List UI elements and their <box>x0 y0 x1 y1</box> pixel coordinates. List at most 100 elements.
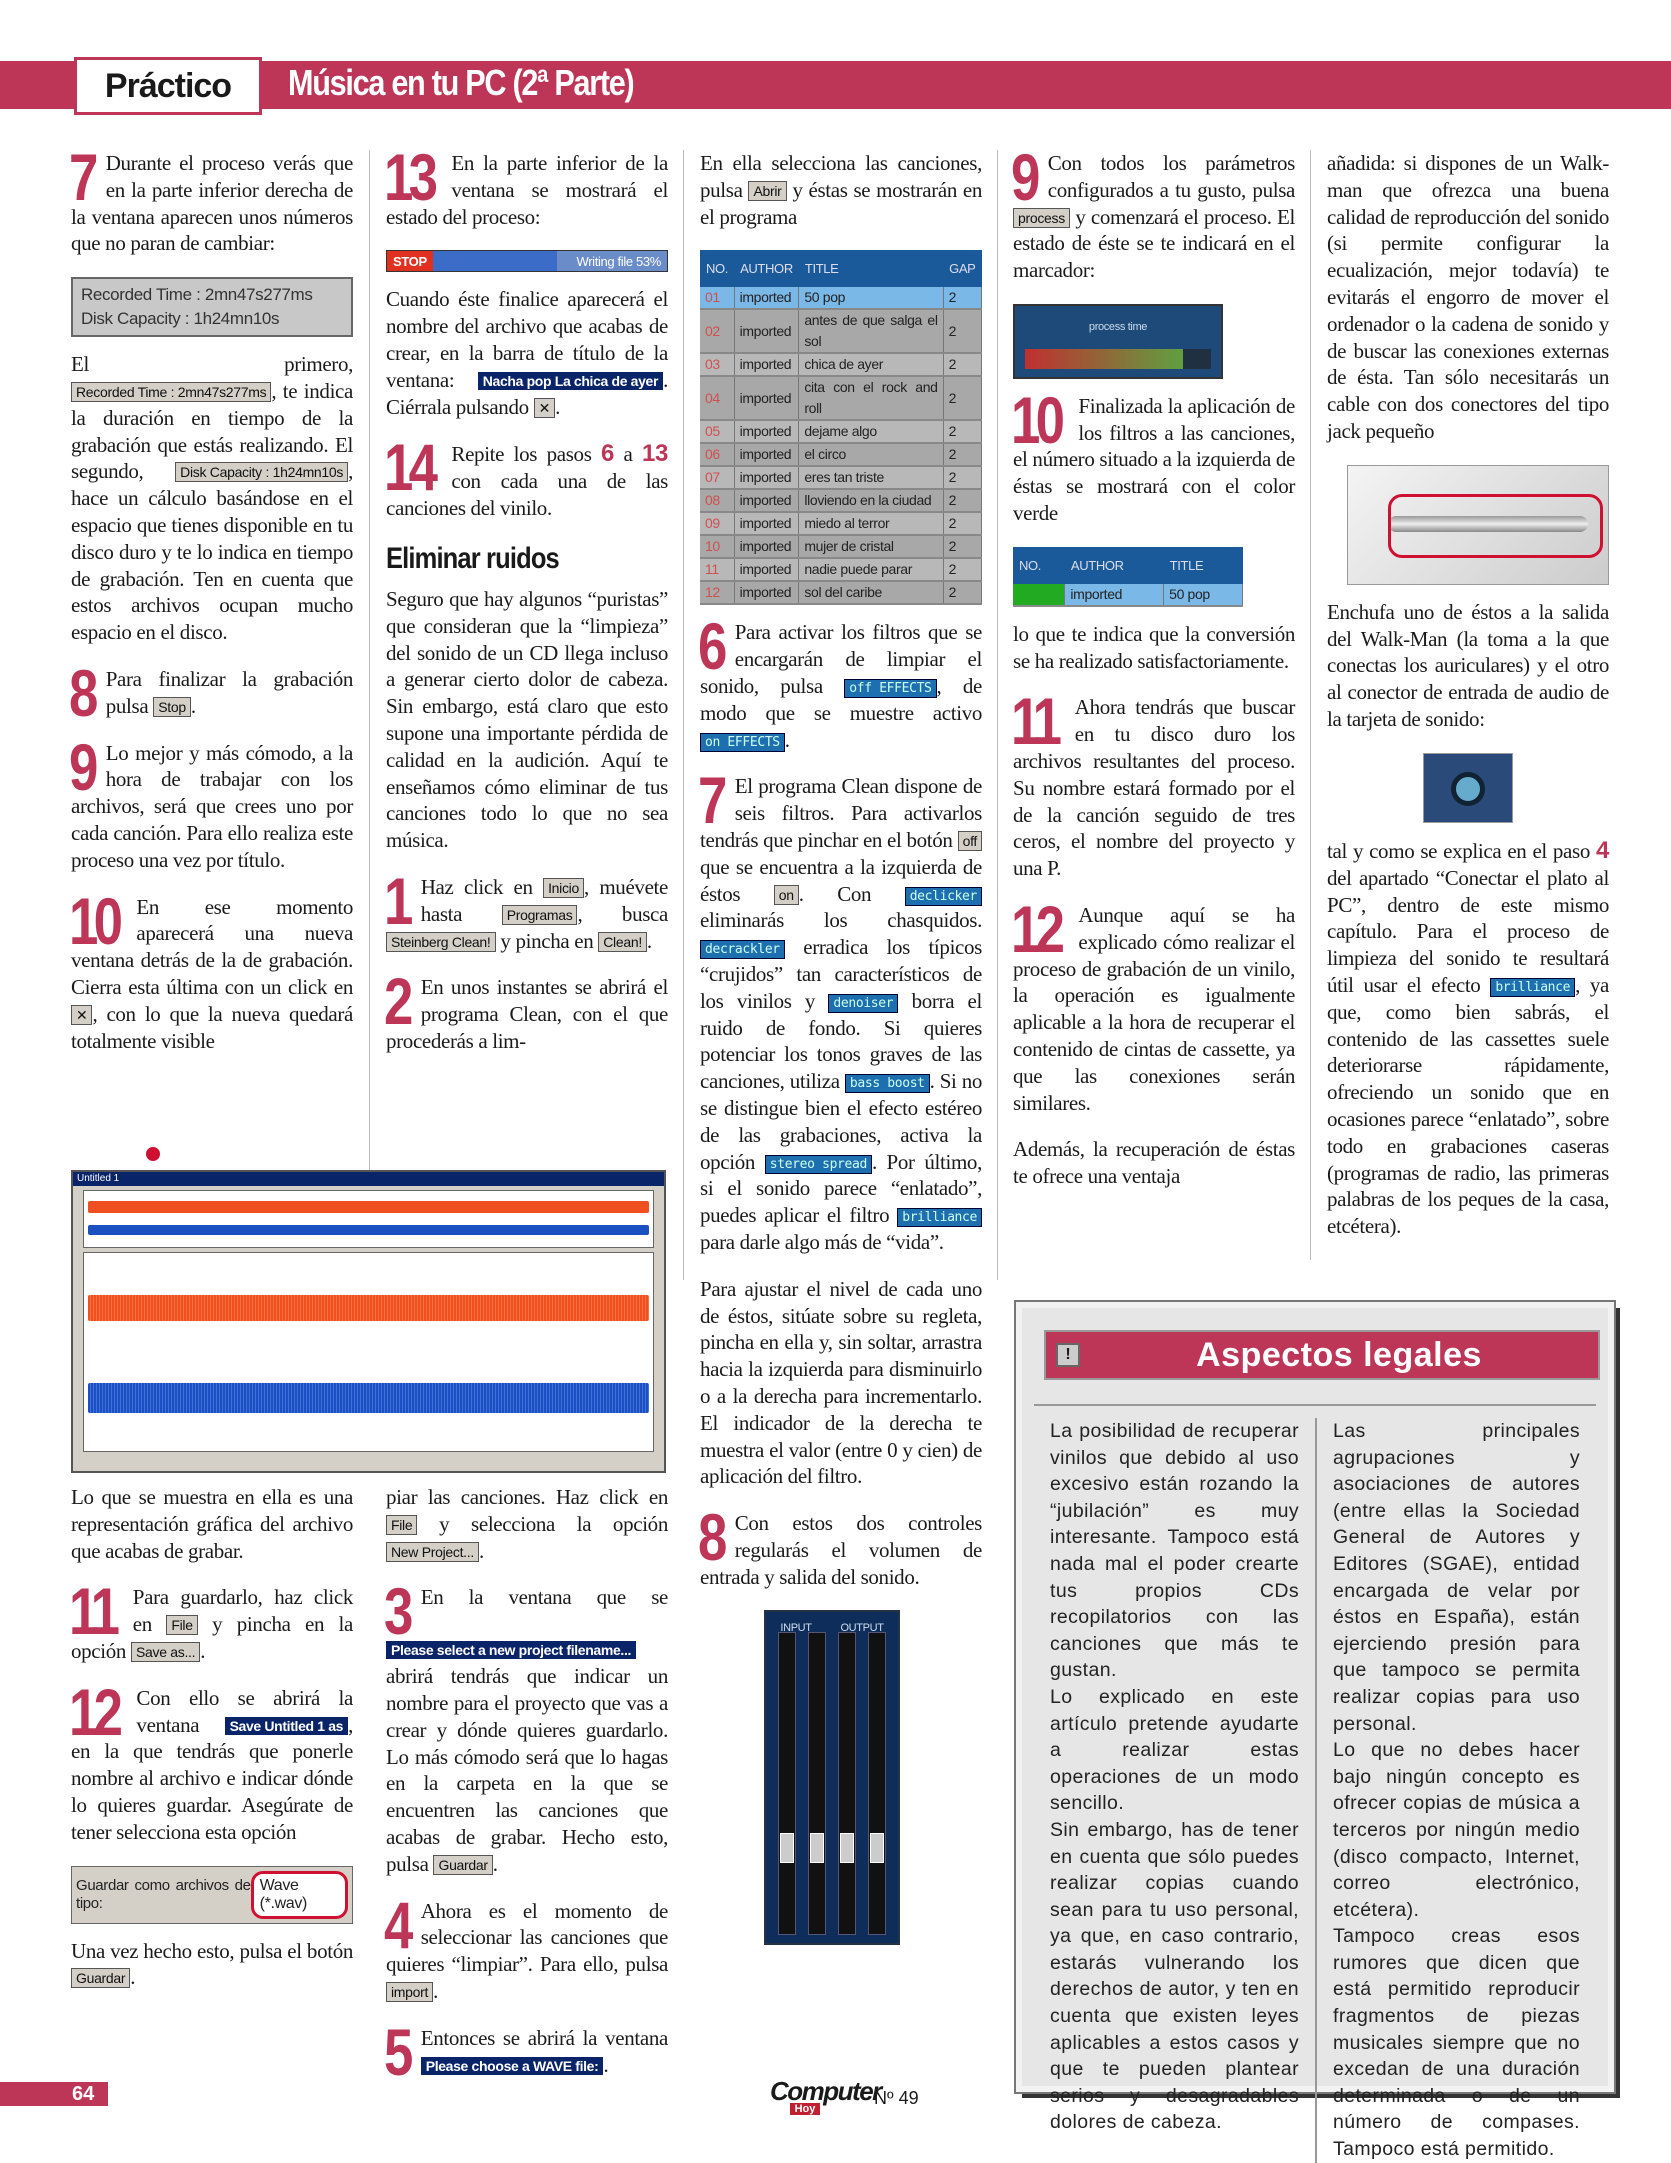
file-type-label: Guardar como archivos de tipo: <box>76 1876 251 1912</box>
step-number: 13 <box>384 140 438 214</box>
audio-socket-photo <box>1423 752 1513 823</box>
body-text: del apartado “Conectar el plato al PC”, … <box>1327 865 1609 997</box>
column-divider <box>683 150 684 1280</box>
mixer-label: INPUT <box>780 1622 812 1635</box>
table-row[interactable]: 04 imported cita con el rock and roll 2 <box>700 376 983 422</box>
slider-handle[interactable] <box>810 1833 824 1864</box>
slider-handle[interactable] <box>840 1833 854 1864</box>
figure-ptime: process time <box>1013 303 1295 379</box>
step-number: 5 <box>384 2014 413 2089</box>
highlight-ring <box>1388 493 1603 558</box>
volume-slider[interactable] <box>868 1632 886 1936</box>
window-titlebar-inline: Nacha pop La chica de ayer <box>477 371 664 390</box>
body-text: y comenzará el proceso. El estado de ést… <box>1013 204 1295 283</box>
legal-paragraph: Tampoco creas esos rumores que dicen que… <box>1333 1925 1580 2161</box>
step-number: 10 <box>1011 382 1065 457</box>
table-cell: 06 <box>700 443 735 468</box>
jack-plug-icon <box>1388 515 1588 532</box>
figure-progress: STOP Writing file 53% <box>386 250 668 273</box>
body-text: Finalizada la aplicación de los filtros … <box>1013 393 1295 525</box>
paragraph: Cuando éste finalice aparecerá el nombre… <box>386 286 668 420</box>
waveform-right-channel <box>88 1383 649 1413</box>
waveform-screenshot: Untitled 1 <box>71 1170 666 1473</box>
body-text: En la parte inferior de la ventana se mo… <box>386 151 668 229</box>
body-text: que se encuentra a la izquierda de éstos <box>700 854 982 906</box>
table-cell: 11 <box>700 558 735 583</box>
figure-lcd: Recorded Time : 2mn47s277ms Disk Capacity… <box>71 277 353 338</box>
table-row[interactable]: 09 imported miedo al terror 2 <box>700 512 983 537</box>
body-text: . <box>130 1965 136 1990</box>
step-number: 14 <box>384 430 438 505</box>
ui-button-inline: File <box>166 1615 198 1636</box>
table-cell: imported <box>734 512 800 537</box>
table-cell: chica de ayer <box>798 353 944 378</box>
step-number: 10 <box>69 883 123 958</box>
table-cell: imported <box>734 353 800 378</box>
body-text: lo que te indica que la conversión se ha… <box>1013 621 1295 673</box>
legal-body: La posibilidad de recuperar vinilos que … <box>1034 1404 1596 2163</box>
paragraph: 8 Para finalizar la grabación pulsa Stop. <box>69 660 353 726</box>
volume-slider[interactable] <box>838 1632 856 1936</box>
step-number: 12 <box>69 1674 123 1749</box>
volume-slider[interactable] <box>808 1632 826 1936</box>
paragraph: tal y como se explica en el paso 4 del a… <box>1327 837 1609 1240</box>
table-cell: 01 <box>700 287 735 311</box>
legal-box: ! Aspectos legales La posibilidad de rec… <box>1014 1300 1616 2163</box>
table-row[interactable]: imported 50 pop <box>1013 583 1243 607</box>
body-text: . <box>646 928 652 953</box>
table-cell: 2 <box>943 353 983 378</box>
file-type-value[interactable]: Wave (*.wav) <box>250 1870 348 1919</box>
paragraph: En ella selecciona las canciones, pulsa … <box>700 150 982 230</box>
table-row[interactable]: 03 imported chica de ayer 2 <box>700 353 983 378</box>
table-cell: miedo al terror <box>798 512 944 537</box>
table-row[interactable]: 02 imported antes de que salga el sol 2 <box>700 309 983 355</box>
exclamation-icon: ! <box>1056 1343 1080 1367</box>
song-table: NO. AUTHOR TITLE imported 50 pop <box>1013 546 1243 607</box>
ui-button-inline: New Project... <box>386 1541 479 1562</box>
table-row[interactable]: 10 imported mujer de cristal 2 <box>700 535 983 560</box>
body-text: Cuando éste finalice aparecerá el nombre… <box>386 287 668 392</box>
legal-paragraph: Las principales agrupaciones y asociacio… <box>1333 1420 1580 1735</box>
step-number: 7 <box>698 763 727 838</box>
effect-button-inline: denoiser <box>828 993 899 1013</box>
paragraph: Para ajustar el nivel de cada uno de ést… <box>700 1276 982 1490</box>
table-row[interactable]: 12 imported sol del caribe 2 <box>700 581 983 606</box>
paragraph: 3 En la ventana que se Please select a ne… <box>384 1578 668 1877</box>
file-type-selector[interactable]: Guardar como archivos de tipo: Wave (*.wa… <box>71 1865 353 1924</box>
column-divider <box>369 150 370 1280</box>
ui-button-inline: on <box>773 884 799 905</box>
step-number: 9 <box>1011 140 1040 214</box>
body-text: tal y como se explica en el paso <box>1327 838 1596 863</box>
paragraph: 10 Finalizada la aplicación de los filtro… <box>1011 382 1295 527</box>
ui-button-inline: Stop <box>153 696 191 717</box>
volume-slider[interactable] <box>778 1632 796 1936</box>
body-text: Además, la recuperación de éstas te ofre… <box>1013 1137 1295 1189</box>
table-row[interactable]: 07 imported eres tan triste 2 <box>700 466 983 491</box>
body-text: . <box>478 1538 484 1563</box>
body-text: En ella selecciona las canciones, pulsa <box>700 151 982 202</box>
column-header: TITLE <box>1163 546 1243 584</box>
main-waveform <box>83 1252 654 1452</box>
body-text: y selecciona la opción <box>417 1511 668 1536</box>
paragraph: Seguro que hay algunos “puristas” que co… <box>386 586 668 854</box>
slider-handle[interactable] <box>870 1833 884 1864</box>
slider-handle[interactable] <box>780 1833 794 1864</box>
ui-button-inline: Steinberg Clean! <box>386 931 496 952</box>
table-cell: 2 <box>943 287 983 311</box>
step-reference: 13 <box>642 440 668 468</box>
body-text: eliminarás los chasquidos. <box>700 908 982 933</box>
ui-button-inline: Programas <box>501 904 578 925</box>
table-cell: 50 pop <box>798 287 944 311</box>
table-row[interactable]: 01 imported 50 pop 2 <box>700 287 983 311</box>
page-number: 64 <box>0 2082 108 2106</box>
paragraph: 11 Para guardarlo, haz click en File y pi… <box>69 1578 353 1664</box>
table-row[interactable]: 05 imported dejame algo 2 <box>700 420 983 445</box>
body-text: . Si no se distingue bien el efecto esté… <box>700 1069 982 1174</box>
table-row[interactable]: 06 imported el circo 2 <box>700 443 983 468</box>
table-cell: 2 <box>943 489 983 514</box>
body-text: Con estos dos controles regularás el vol… <box>700 1511 982 1589</box>
column-header: NO. <box>1013 546 1065 584</box>
status-line: Disk Capacity : 1h24mn10s <box>81 309 280 329</box>
table-row[interactable]: 08 imported lloviendo en la ciudad 2 <box>700 489 983 514</box>
table-row[interactable]: 11 imported nadie puede parar 2 <box>700 558 983 583</box>
